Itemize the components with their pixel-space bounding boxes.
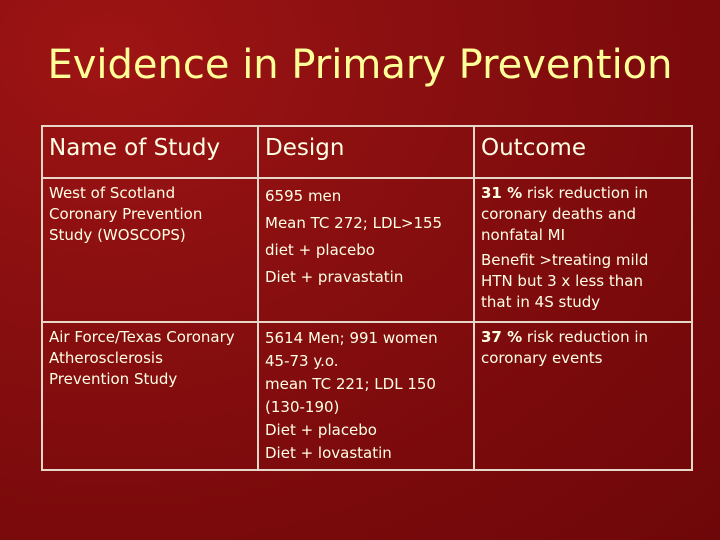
outcome-text: risk reduction in [522,328,649,346]
cell-design: 6595 men Mean TC 272; LDL>155 diet + pla… [257,177,475,323]
design-line: 6595 men [265,187,342,205]
cell-design: 5614 Men; 991 women 45-73 y.o. mean TC 2… [257,321,475,471]
header-outcome: Outcome [473,125,693,179]
table-row-woscops: West of Scotland Coronary Prevention Stu… [41,177,693,323]
outcome-text: risk reduction in [522,184,649,202]
outcome-line: nonfatal MI [481,226,566,244]
cell-outcome: 37 % risk reduction in coronary events [473,321,693,471]
header-design: Design [257,125,475,179]
design-line: 5614 Men; 991 women [265,329,438,347]
cell-study: West of Scotland Coronary Prevention Stu… [41,177,259,323]
outcome-line: coronary deaths and [481,205,637,223]
design-line: Diet + pravastatin [265,268,404,286]
outcome-percent: 31 % [481,184,523,202]
design-line: mean TC 221; LDL 150 [265,375,436,393]
study-line: West of Scotland [49,184,176,202]
design-line: 45-73 y.o. [265,352,339,370]
outcome-line: HTN but 3 x less than [481,272,643,290]
design-line: Diet + lovastatin [265,444,392,462]
outcome-line: Benefit >treating mild [481,251,649,269]
outcome-line: that in 4S study [481,293,601,311]
cell-study: Air Force/Texas Coronary Atherosclerosis… [41,321,259,471]
slide-title: Evidence in Primary Prevention [47,42,673,88]
study-line: Prevention Study [49,370,178,388]
outcome-line: coronary events [481,349,603,367]
design-line: Diet + placebo [265,421,377,439]
design-line: diet + placebo [265,241,375,259]
design-line: (130-190) [265,398,340,416]
table-row-afcaps: Air Force/Texas Coronary Atherosclerosis… [41,321,693,471]
cell-outcome: 31 % risk reduction in coronary deaths a… [473,177,693,323]
table-header-row: Name of Study Design Outcome [41,125,693,179]
outcome-line: 37 % risk reduction in [481,327,685,348]
outcome-line: 31 % risk reduction in [481,183,685,204]
study-line: Air Force/Texas Coronary [49,328,235,346]
study-line: Study (WOSCOPS) [49,226,186,244]
study-line: Coronary Prevention [49,205,203,223]
study-line: Atherosclerosis [49,349,163,367]
header-name-of-study: Name of Study [41,125,259,179]
outcome-percent: 37 % [481,328,523,346]
evidence-table: Name of Study Design Outcome West of Sco… [41,125,693,471]
design-line: Mean TC 272; LDL>155 [265,214,443,232]
